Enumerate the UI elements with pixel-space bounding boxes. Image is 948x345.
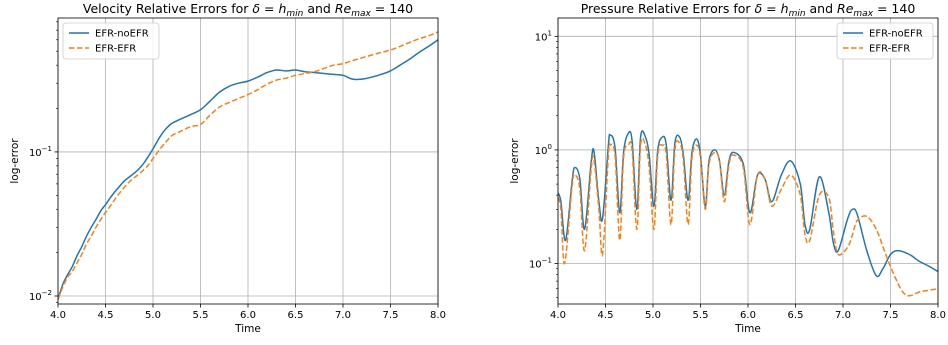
y-axis-label: log-error [509,138,521,184]
y-tick-label: 101 [535,29,552,43]
y-axis-label: log-error [9,138,21,184]
legend-label: EFR-EFR [869,44,910,55]
legend-label: EFR-noEFR [869,29,923,40]
x-tick-label: 6.5 [788,310,804,321]
x-tick-label: 4.5 [598,310,614,321]
chart-panel-2: 4.0 4.5 5.0 5.5 6.0 6.5 7.0 7.5 8.0 10−1 100 101 Tim… [509,1,946,335]
legend: EFR-noEFR EFR-EFR [836,22,934,60]
series-line-efr-efr [558,137,938,297]
chart-title: Velocity Relative Errors for δ = hmin an… [83,1,413,19]
y-tick-label: 10−1 [29,145,52,159]
x-tick-label: 4.0 [50,310,66,321]
x-axis-label: Time [734,323,761,335]
x-tick-label: 5.0 [145,310,161,321]
x-tick-label: 7.5 [383,310,399,321]
x-tick-label: 4.5 [98,310,114,321]
x-tick-label: 5.5 [193,310,209,321]
legend-box [836,22,934,60]
legend: EFR-noEFR EFR-EFR [62,22,160,60]
x-tick-label: 8.0 [430,310,446,321]
chart-panel-1: 4.0 4.5 5.0 5.5 6.0 6.5 7.0 7.5 8.0 10−2 10−1 Time l… [9,1,446,335]
legend-label: EFR-noEFR [95,29,149,40]
x-tick-label: 7.0 [835,310,851,321]
x-tick-label: 5.5 [693,310,709,321]
series-line-efr-efr [58,31,438,300]
x-tick-label: 8.0 [930,310,946,321]
series-line-efr-noefr [58,39,438,300]
x-tick-label: 5.0 [645,310,661,321]
x-axis-label: Time [234,323,261,335]
x-tick-label: 7.0 [335,310,351,321]
x-tick-label: 7.5 [883,310,899,321]
x-tick-label: 6.5 [288,310,304,321]
legend-label: EFR-EFR [95,44,136,55]
x-tick-label: 6.0 [740,310,756,321]
x-tick-label: 4.0 [550,310,566,321]
chart-title: Pressure Relative Errors for δ = hmin an… [581,1,916,19]
y-tick-label: 100 [535,143,552,157]
series-line-efr-noefr [558,130,938,278]
y-tick-label: 10−2 [29,289,52,303]
legend-box [62,22,160,60]
y-tick-label: 10−1 [529,257,552,271]
x-tick-label: 6.0 [240,310,256,321]
